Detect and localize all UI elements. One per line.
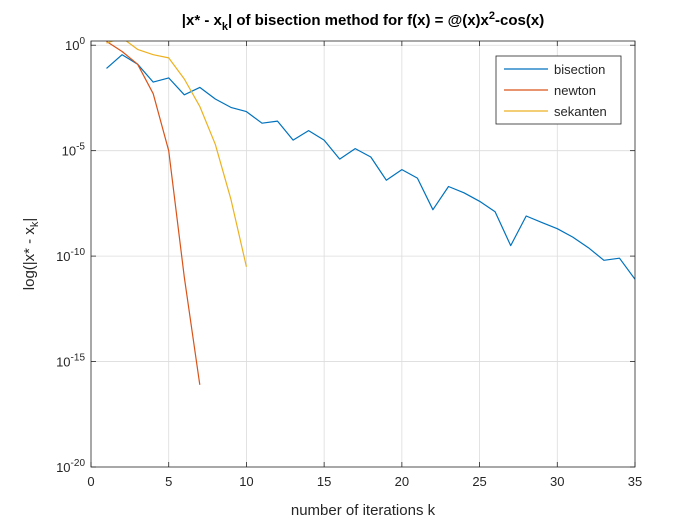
y-tick-label: 10-10 (56, 247, 85, 264)
legend: bisection newton sekanten (495, 55, 622, 125)
ylabel-tail: | (21, 218, 38, 222)
x-tick-label: 35 (628, 474, 642, 489)
title-part-main: |x* - x (182, 12, 223, 29)
x-tick-label: 25 (472, 474, 486, 489)
x-tick-label: 15 (317, 474, 331, 489)
legend-label-sekanten: sekanten (554, 104, 607, 119)
x-tick-label: 20 (395, 474, 409, 489)
title-superscript: 2 (489, 10, 495, 22)
ylabel-subscript: k (29, 221, 41, 227)
y-tick-label: 10-15 (56, 353, 85, 370)
tick-layer: 0 5 10 15 20 25 30 35 100 10-5 10-10 10-15 10-20 (56, 36, 642, 489)
y-tick-label: 100 (65, 36, 85, 53)
x-tick-label: 30 (550, 474, 564, 489)
series-line-newton (106, 41, 201, 385)
title-subscript: k (222, 21, 229, 33)
x-axis-label: number of iterations k (291, 502, 436, 519)
x-tick-label: 10 (239, 474, 253, 489)
series-line-bisection (106, 54, 635, 280)
x-tick-label: 0 (87, 474, 94, 489)
title-part-tail: -cos(x) (495, 12, 544, 29)
chart-title: |x* - xk| of bisection method for f(x) =… (182, 10, 544, 33)
axes-box (90, 40, 636, 468)
legend-label-newton: newton (554, 83, 596, 98)
y-tick-label: 10-5 (62, 142, 86, 159)
ylabel-main: log(|x* - x (21, 227, 38, 291)
grid-lines (91, 41, 635, 467)
series-line-sekanten (106, 41, 247, 267)
y-axis-label: log(|x* - xk| (21, 218, 41, 290)
legend-label-bisection: bisection (554, 62, 605, 77)
y-tick-label: 10-20 (56, 458, 85, 475)
series-layer (106, 41, 635, 385)
title-part-mid: | of bisection method for f(x) = @(x)x (228, 12, 490, 29)
x-tick-label: 5 (165, 474, 172, 489)
